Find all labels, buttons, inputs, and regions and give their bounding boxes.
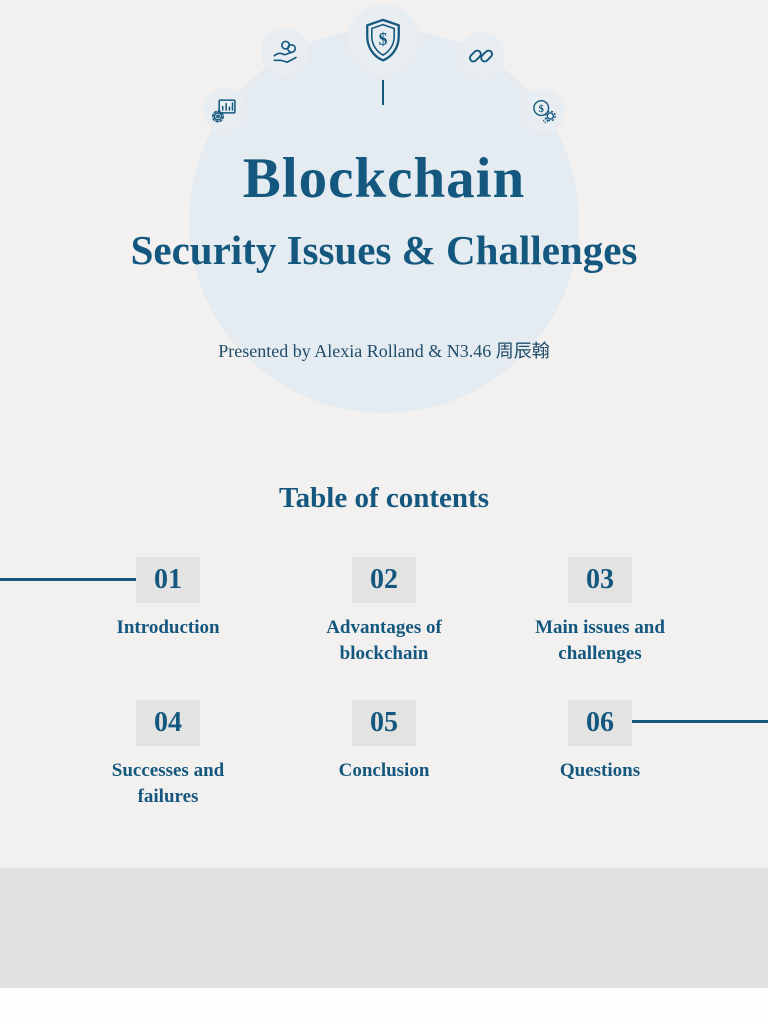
toc-item-label: Main issues and challenges xyxy=(535,617,665,664)
toc-item-introduction: 01 Introduction xyxy=(58,557,278,641)
shield-dollar-icon: $ xyxy=(347,4,419,76)
svg-text:$: $ xyxy=(539,104,544,115)
dollar-gear-icon: $ xyxy=(521,89,565,133)
toc-item-questions: 06 Questions xyxy=(490,700,710,784)
toc-item-label: Questions xyxy=(559,760,641,781)
footer-strip xyxy=(0,988,768,1024)
toc-item-number: 03 xyxy=(568,557,632,603)
toc-item-label: Successes and failures xyxy=(111,760,225,807)
toc-item-number: 06 xyxy=(568,700,632,746)
toc-item-conclusion: 05 Conclusion xyxy=(274,700,494,784)
svg-text:$: $ xyxy=(379,29,388,49)
decorative-circle xyxy=(189,28,579,413)
divider-line-right xyxy=(628,720,768,723)
page-title: Blockchain xyxy=(242,147,526,210)
toc-item-label: Advantages of blockchain xyxy=(326,617,442,664)
toc-heading: Table of contents xyxy=(279,482,489,514)
hand-coins-icon xyxy=(261,28,309,76)
bottom-band xyxy=(0,868,768,988)
divider-line-left xyxy=(0,578,148,581)
bar-chart-gear-icon xyxy=(203,88,247,132)
shield-stem-line xyxy=(382,80,384,105)
presented-by: Presented by Alexia Rolland & N3.46 周辰翰 xyxy=(218,341,550,361)
chain-link-icon xyxy=(457,32,505,80)
toc-item-successes-failures: 04 Successes and failures xyxy=(58,700,278,809)
toc-item-label: Introduction xyxy=(116,617,220,638)
toc-item-number: 01 xyxy=(136,557,200,603)
toc-item-number: 04 xyxy=(136,700,200,746)
toc-item-number: 05 xyxy=(352,700,416,746)
page-subtitle: Security Issues & Challenges xyxy=(130,227,638,273)
toc-item-number: 02 xyxy=(352,557,416,603)
toc-item-label: Conclusion xyxy=(338,760,430,781)
toc-item-main-issues: 03 Main issues and challenges xyxy=(490,557,710,666)
toc-item-advantages: 02 Advantages of blockchain xyxy=(274,557,494,666)
